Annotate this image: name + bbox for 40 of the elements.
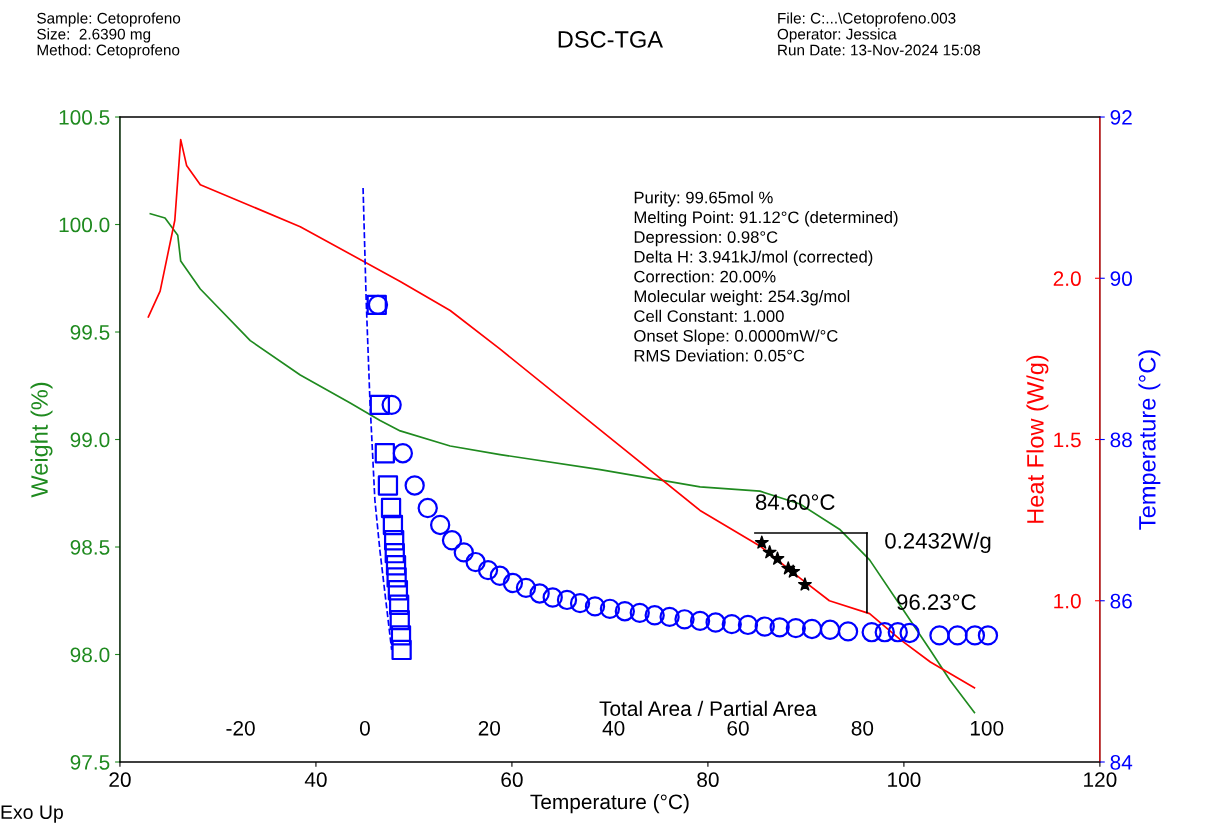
y2-tick-label: 2.0 <box>1053 271 1081 287</box>
annotation: 96.23°C <box>897 594 976 610</box>
text: File: C:...\Cetoprofeno.003 Operator: Jessica Run Date: 13-Nov-2024 15:08 <box>777 12 981 56</box>
x-tick-label: 0 <box>359 720 370 736</box>
y-tick-label: 84 <box>1110 755 1133 770</box>
x-tick-label: 60 <box>727 720 749 736</box>
y2-tick-label: 1.0 <box>1054 593 1081 609</box>
x-tick-label: 100 <box>970 720 1004 736</box>
x-tick-label: 100 <box>888 772 921 788</box>
y2-axis-title: Heat Flow (W/g) <box>1026 355 1049 523</box>
y-tick-label: 98.0 <box>70 647 110 663</box>
x-tick-label: -20 <box>226 720 255 736</box>
x-tick-label: 80 <box>697 772 719 788</box>
annotation: 0.2432W/g <box>885 532 991 554</box>
x-axis-title: Total Area / Partial Area <box>599 700 817 717</box>
x-tick-label: 20 <box>109 772 131 788</box>
y2-tick-label: 1.5 <box>1054 432 1081 448</box>
y-tick-label: 88 <box>1110 432 1132 448</box>
y-tick-label: 99.0 <box>70 432 110 448</box>
x-tick-label: 40 <box>602 720 625 736</box>
y-tick-label: 86 <box>1110 593 1132 609</box>
x-tick-label: 20 <box>478 720 501 736</box>
x-axis-title: Temperature (°C) <box>530 793 689 814</box>
y-tick-label: 100.0 <box>59 217 110 233</box>
y-tick-label: 97.5 <box>70 755 110 770</box>
text: Sample: Cetoprofeno Size: 2.6390 mg Method: Cetoprofeno <box>37 12 181 59</box>
y-tick-label: 100.5 <box>59 110 110 125</box>
y-tick-label: 92 <box>1110 110 1132 125</box>
x-tick-label: 60 <box>501 772 523 788</box>
y-tick-label: 99.5 <box>70 325 110 340</box>
x-tick-label: 40 <box>304 772 327 788</box>
text: Purity: 99.65mol % Melting Point: 91.12°C (determined) Depression: 0.98°C Delta H: 3.941kJ/mol (corrected) Correction: 20.00% Molecular weight: 254.3g/mol Cell Constant: 1.000 Onset Slope: 0.0000mW/°C RMS Deviation: 0.05°C <box>634 191 898 362</box>
x-tick-label: 80 <box>851 720 874 736</box>
x-tick-label: 120 <box>1084 772 1117 788</box>
y-axis-title: Weight (%) <box>30 382 53 498</box>
y-tick-label: 90 <box>1110 271 1132 287</box>
y-tick-label: 98.5 <box>70 540 110 555</box>
text: Exo Up <box>1 805 63 823</box>
y-axis-title: Temperature (°C) <box>1138 350 1161 530</box>
chart-title: DSC-TGA <box>558 31 663 48</box>
